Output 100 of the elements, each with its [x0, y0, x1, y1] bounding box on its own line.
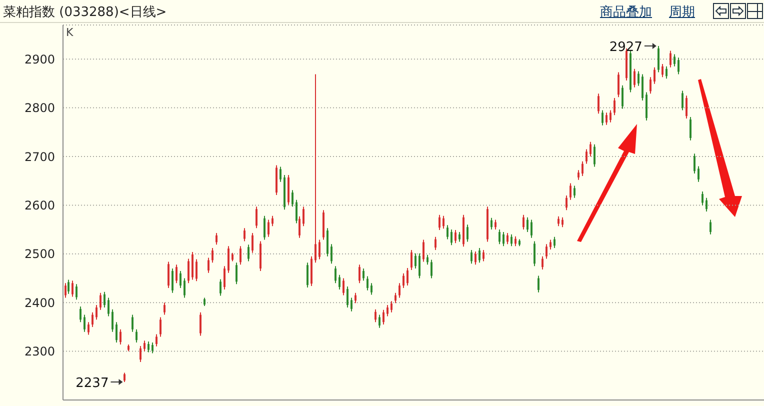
candlestick [272, 215, 274, 227]
candlestick [638, 70, 640, 86]
candlestick [184, 278, 186, 298]
candlestick [88, 322, 90, 336]
candlestick [394, 292, 396, 304]
candlestick [76, 284, 78, 300]
y-tick-label: 2800 [24, 101, 55, 116]
candlestick [558, 216, 560, 227]
candlestick [534, 240, 536, 267]
candlestick [216, 232, 218, 246]
candlestick [378, 314, 380, 328]
candlestick [678, 57, 680, 75]
candlestick [414, 252, 416, 270]
candlestick [382, 309, 384, 326]
candlestick [466, 224, 468, 242]
candlestick [650, 76, 652, 94]
candlestick [478, 248, 480, 264]
candlestick [156, 334, 158, 347]
candlestick [188, 258, 190, 284]
candlestick [562, 216, 564, 228]
text: 商品叠加 [600, 4, 652, 21]
candlestick [426, 254, 428, 266]
candlestick [330, 244, 332, 264]
candlestick [140, 345, 142, 363]
candlestick [582, 160, 584, 176]
candlestick [570, 182, 572, 200]
candlestick [610, 110, 612, 123]
candlestick [586, 148, 588, 164]
candlestick [120, 328, 122, 345]
candlestick [196, 258, 198, 282]
candlestick [192, 251, 194, 280]
candlestick [296, 199, 298, 224]
candlestick [228, 246, 230, 274]
y-tick-label: 2700 [24, 150, 55, 164]
candlestick [152, 342, 154, 354]
candlestick [670, 50, 672, 68]
candlestick [666, 66, 668, 80]
chart-title: 菜粕指数 (033288)<日线> [3, 4, 167, 21]
candlestick [646, 92, 648, 121]
candlestick [694, 153, 696, 174]
candlestick [252, 232, 254, 254]
candlestick [470, 250, 472, 264]
candlestick [450, 229, 452, 246]
candlestick [434, 236, 436, 250]
candlestick [342, 278, 344, 296]
candlestick [574, 185, 576, 198]
candlestick [358, 264, 360, 284]
candlestick [594, 144, 596, 168]
candlestick [366, 276, 368, 291]
candlestick [108, 297, 110, 317]
candlestick [526, 216, 528, 232]
candlestick [200, 312, 202, 336]
candlestick [280, 166, 282, 182]
y-tick-label: 2400 [24, 296, 55, 310]
candlestick [418, 252, 420, 279]
candlestick [654, 66, 656, 84]
candlestick [314, 74, 316, 264]
candlestick [406, 268, 408, 286]
candlestick [100, 292, 102, 310]
candlestick [546, 244, 548, 260]
candlestick [550, 239, 552, 250]
candlestick [554, 236, 556, 249]
candlestick [354, 292, 356, 304]
candlestick [490, 217, 492, 230]
candlestick [124, 372, 126, 382]
candlestick [64, 282, 66, 298]
candlestick [698, 166, 700, 182]
candlestick [522, 214, 524, 230]
candlestick [326, 228, 328, 257]
candlestick [674, 54, 676, 67]
candlestick [438, 214, 440, 231]
candlestick [622, 84, 624, 110]
candlestick [292, 190, 294, 208]
candlestick [494, 219, 496, 230]
candlestick [298, 216, 300, 238]
candlestick [338, 274, 340, 290]
candlestick [398, 282, 400, 298]
candlestick [598, 93, 600, 114]
candlestick [180, 270, 182, 288]
candlestick [80, 306, 82, 323]
y-tick-label: 2500 [24, 247, 55, 262]
candlestick [268, 219, 270, 238]
candlestick [132, 314, 134, 332]
candlestick [236, 262, 238, 285]
candlestick [362, 268, 364, 282]
candlestick [248, 244, 250, 262]
candlestick [686, 95, 688, 120]
candlestick [318, 239, 320, 260]
candlestick [706, 197, 708, 212]
candlestick [374, 308, 376, 323]
y-tick-label: 2900 [24, 52, 55, 66]
candlestick [506, 232, 508, 245]
y-tick-label: 2600 [24, 198, 55, 212]
candlestick [244, 228, 246, 242]
candlestick [502, 231, 504, 247]
candlestick [172, 268, 174, 294]
candlestick [614, 98, 616, 116]
candlestick [498, 229, 500, 245]
candlestick [606, 112, 608, 126]
candlestick [690, 116, 692, 141]
